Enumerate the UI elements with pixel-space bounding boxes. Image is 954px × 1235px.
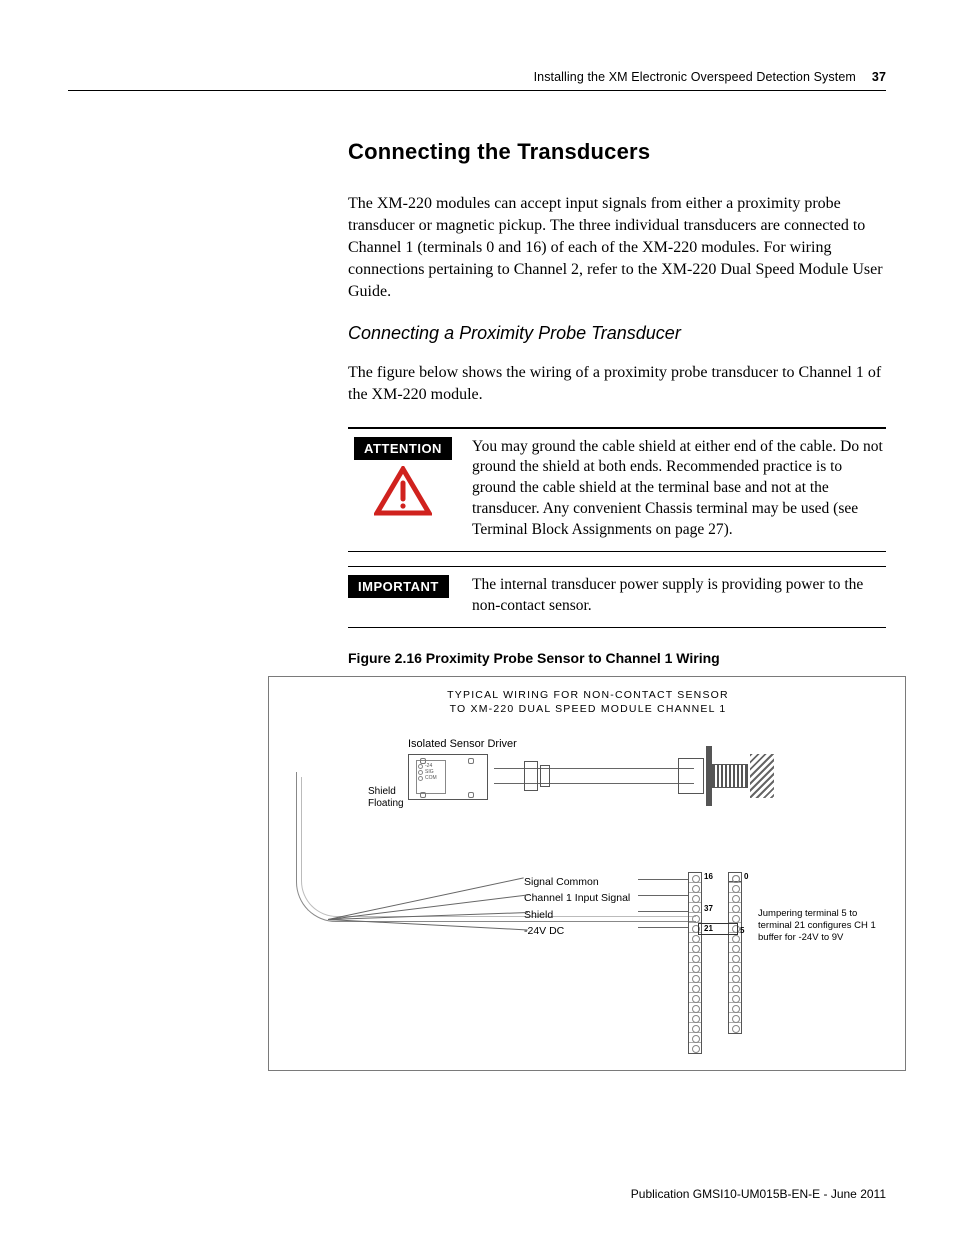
running-header: Installing the XM Electronic Overspeed D…: [68, 70, 886, 91]
important-text: The internal transducer power supply is …: [458, 575, 886, 617]
terminal-number: 0: [744, 872, 748, 881]
running-title: Installing the XM Electronic Overspeed D…: [534, 70, 856, 84]
attention-text: You may ground the cable shield at eithe…: [458, 437, 886, 542]
signal-label-column: Signal Common Channel 1 Input Signal Shi…: [524, 874, 630, 939]
probe-target: [750, 754, 774, 798]
signal-label: Signal Common: [524, 874, 630, 890]
terminal-strip: [728, 872, 742, 882]
signal-label: -24V DC: [524, 923, 630, 939]
page-number: 37: [872, 70, 886, 84]
wire: [638, 927, 688, 928]
figure-caption: TYPICAL WIRING FOR NON-CONTACT SENSOR TO…: [268, 688, 908, 716]
wire: [638, 879, 688, 880]
jumper-note: Jumpering terminal 5 to terminal 21 conf…: [758, 908, 888, 944]
driver-label: Isolated Sensor Driver: [408, 738, 517, 750]
important-callout: IMPORTANT The internal transducer power …: [348, 566, 886, 628]
terminal-number: 16: [704, 872, 713, 881]
attention-badge: ATTENTION: [354, 437, 452, 460]
screw-icon: [468, 758, 474, 764]
figure-caption-line1: TYPICAL WIRING FOR NON-CONTACT SENSOR: [447, 689, 729, 701]
important-badge: IMPORTANT: [348, 575, 449, 598]
signal-label: Channel 1 Input Signal: [524, 890, 630, 906]
attention-callout: ATTENTION You may ground the cable shiel…: [348, 427, 886, 553]
wire: [638, 895, 688, 896]
cable-loop-inner: [301, 777, 696, 917]
jumper-box: [698, 923, 738, 935]
wire: [638, 911, 688, 912]
terminal-block-left: [688, 872, 702, 1054]
probe-barrel: [712, 764, 748, 788]
signal-label: Shield: [524, 907, 630, 923]
screw-icon: [420, 758, 426, 764]
terminal-number: 5: [740, 926, 744, 935]
publication-footer: Publication GMSI10-UM015B-EN-E - June 20…: [631, 1187, 886, 1201]
content-column: Connecting the Transducers The XM-220 mo…: [348, 139, 886, 1076]
figure-caption-line2: TO XM-220 DUAL SPEED MODULE CHANNEL 1: [450, 703, 727, 715]
figure-title: Figure 2.16 Proximity Probe Sensor to Ch…: [348, 650, 886, 666]
section-heading: Connecting the Transducers: [348, 139, 886, 165]
wiring-figure: TYPICAL WIRING FOR NON-CONTACT SENSOR TO…: [268, 676, 908, 1076]
subsection-heading: Connecting a Proximity Probe Transducer: [348, 323, 886, 344]
intro-paragraph: The XM-220 modules can accept input sign…: [348, 193, 886, 303]
warning-triangle-icon: [374, 466, 432, 516]
subsection-paragraph: The figure below shows the wiring of a p…: [348, 362, 886, 406]
terminal-number: 37: [704, 904, 713, 913]
terminal-block-right: [728, 872, 742, 1034]
